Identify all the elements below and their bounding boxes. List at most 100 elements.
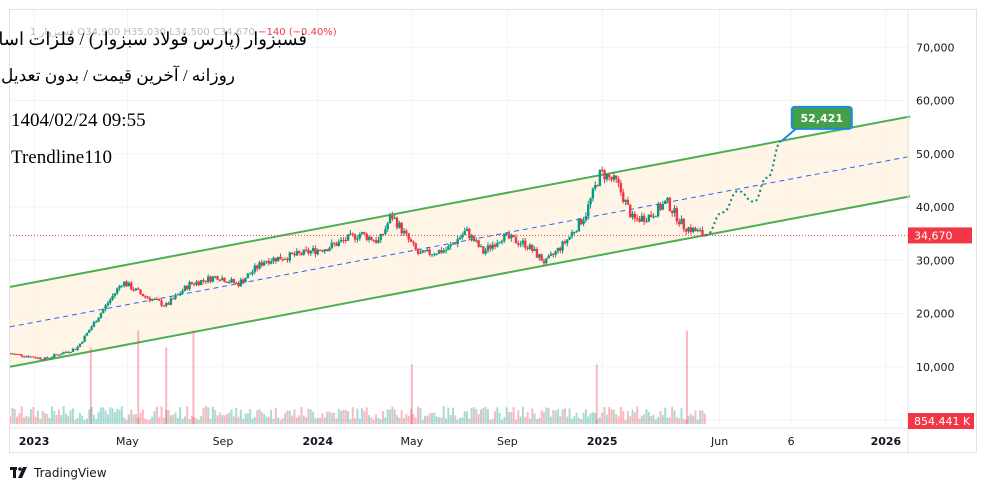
volume-bar bbox=[507, 411, 510, 424]
candle bbox=[563, 239, 567, 245]
candle bbox=[172, 297, 175, 300]
candle-body bbox=[442, 250, 445, 253]
candle-body bbox=[402, 230, 406, 234]
volume-bar bbox=[556, 409, 559, 424]
candle bbox=[162, 304, 166, 307]
volume-bar bbox=[165, 410, 168, 424]
volume-bar bbox=[554, 410, 557, 424]
candle-body bbox=[346, 234, 350, 241]
candle-body bbox=[356, 238, 359, 240]
volume-bar bbox=[484, 406, 487, 424]
candle bbox=[684, 228, 688, 235]
candle bbox=[132, 287, 135, 292]
candle bbox=[330, 239, 333, 250]
volume-bar bbox=[461, 417, 464, 424]
candle-body bbox=[34, 357, 37, 359]
candle bbox=[169, 297, 173, 306]
volume-bar bbox=[489, 419, 492, 424]
candle bbox=[461, 232, 464, 240]
volume-bar bbox=[13, 409, 16, 424]
volume-bar bbox=[349, 419, 352, 424]
volume-bar bbox=[405, 414, 408, 424]
volume-bar bbox=[81, 415, 84, 424]
price-chart[interactable]: 52,421 70,000 60,000 50,000 40,000 30,000 20,… bbox=[10, 10, 976, 452]
candle bbox=[116, 287, 119, 296]
candle bbox=[137, 287, 140, 290]
footer-brand[interactable]: TradingView bbox=[10, 465, 107, 481]
volume-bar bbox=[267, 416, 270, 424]
volume-bar bbox=[106, 414, 109, 424]
candle bbox=[186, 285, 189, 291]
volume-bar bbox=[46, 413, 49, 424]
volume-bar bbox=[486, 409, 489, 424]
volume-bar bbox=[528, 418, 531, 424]
candle-body bbox=[10, 353, 12, 355]
candle-body bbox=[680, 218, 683, 225]
candle-body bbox=[43, 357, 47, 360]
volume-spike bbox=[410, 364, 413, 424]
candle-body bbox=[349, 233, 352, 235]
volume-bar bbox=[158, 417, 161, 424]
volume-bar bbox=[459, 417, 461, 424]
candle-body bbox=[449, 244, 452, 247]
candle bbox=[538, 253, 541, 261]
candle bbox=[556, 247, 560, 254]
volume-bar bbox=[137, 417, 140, 424]
y-tick-label: 60,000 bbox=[916, 95, 955, 108]
volume-bar bbox=[216, 415, 219, 424]
volume-bar bbox=[629, 416, 632, 424]
candle-body bbox=[223, 277, 226, 282]
candle-body bbox=[668, 197, 672, 212]
candle-body bbox=[472, 235, 476, 242]
candle bbox=[251, 269, 254, 276]
candle bbox=[134, 288, 138, 292]
candle bbox=[342, 237, 345, 244]
volume-bar bbox=[358, 418, 361, 424]
volume-bar bbox=[403, 418, 406, 424]
candle bbox=[244, 277, 247, 283]
candle-body bbox=[545, 258, 548, 264]
volume-bar bbox=[386, 409, 389, 424]
candle-body bbox=[549, 253, 553, 256]
volume-bar bbox=[155, 406, 158, 424]
candle-body bbox=[321, 250, 324, 252]
candle bbox=[542, 258, 546, 266]
candle-body bbox=[153, 299, 156, 301]
candle bbox=[11, 352, 14, 355]
candle-body bbox=[297, 251, 301, 253]
volume-bar bbox=[633, 412, 636, 424]
volume-bar bbox=[668, 417, 671, 424]
volume-bar bbox=[281, 418, 284, 424]
volume-bar bbox=[368, 415, 371, 424]
candle-body bbox=[584, 215, 588, 221]
candle-body bbox=[663, 200, 667, 204]
candle-body bbox=[454, 243, 457, 245]
candle-body bbox=[691, 227, 695, 233]
volume-bar bbox=[694, 410, 697, 424]
candle bbox=[274, 257, 278, 264]
candle-body bbox=[503, 233, 506, 241]
volume-bar bbox=[542, 412, 545, 424]
candle-body bbox=[468, 228, 471, 239]
volume-bar bbox=[372, 419, 375, 424]
candle-body bbox=[174, 295, 177, 299]
volume-bar bbox=[356, 408, 359, 424]
candle-body bbox=[505, 233, 508, 235]
candle bbox=[677, 218, 681, 227]
y-tick-label: 30,000 bbox=[916, 254, 955, 267]
candle bbox=[300, 252, 303, 256]
candle bbox=[694, 226, 697, 232]
volume-bar bbox=[176, 418, 179, 424]
volume-bar bbox=[295, 417, 298, 424]
candle bbox=[505, 232, 508, 237]
candle bbox=[281, 257, 284, 262]
volume-bar bbox=[589, 413, 592, 424]
candle bbox=[605, 174, 609, 182]
volume-bar bbox=[113, 412, 116, 424]
volume-bar bbox=[573, 416, 576, 424]
candle bbox=[10, 352, 12, 355]
candle bbox=[601, 166, 604, 173]
candle-body bbox=[134, 288, 138, 291]
volume-bar bbox=[97, 411, 100, 424]
volume-spike bbox=[165, 347, 168, 424]
